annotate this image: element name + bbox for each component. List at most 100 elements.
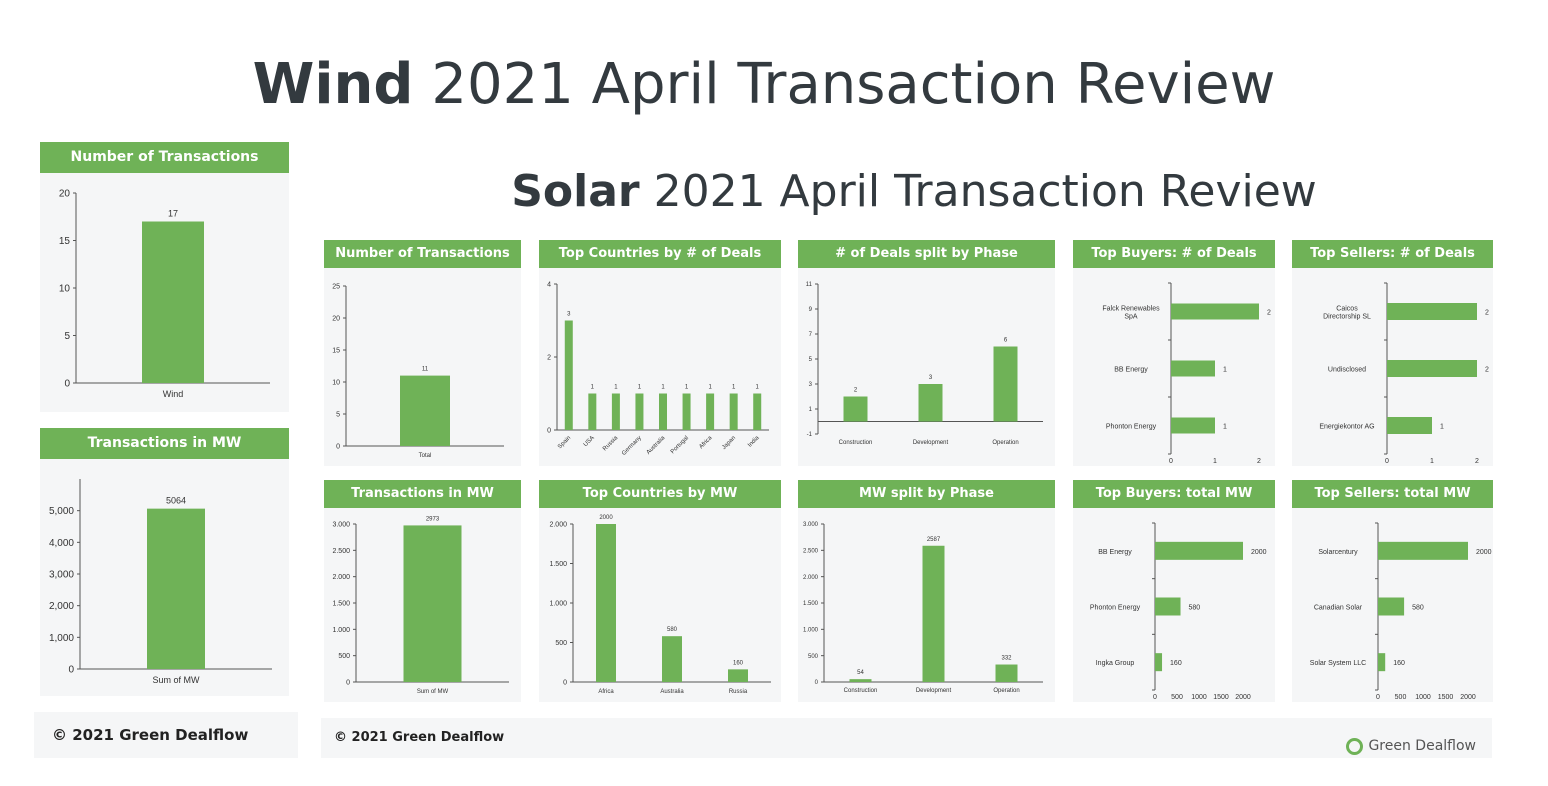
bar [611,393,620,430]
bar [728,669,748,682]
data-label: 160 [733,660,744,666]
bar [1171,303,1259,320]
y-tick-label: 2.500 [803,548,819,554]
solar-transactions-panel: Number of Transactions 0 5 10 15 20 25 11 Total [324,240,521,466]
category-label: Australia [660,689,684,695]
y-tick-label: 10 [59,284,71,295]
x-tick-label: 2 [1475,458,1479,465]
data-label: 2973 [426,516,440,522]
y-tick-label: 25 [332,283,340,290]
data-label: 3 [929,375,933,381]
solar-page-title: Solar 2021 April Transaction Review [140,166,1548,217]
x-tick-label: 0 [1153,694,1157,701]
y-tick-label: 0 [563,679,567,686]
bar [1155,597,1181,616]
bar [1387,360,1477,377]
green-dealflow-logo: Green Dealflow [1346,726,1476,766]
data-label: 54 [857,670,864,676]
bar [662,636,682,682]
category-label: Undisclosed [1328,367,1366,374]
data-label: 1 [708,385,712,391]
logo-ring-icon [1346,737,1364,755]
bar [588,393,597,430]
solar-mw-chart: 0 500 1.000 1.500 2.000 2.500 3.000 2973 Sum of … [332,516,509,695]
bar [1387,303,1477,320]
bar [596,524,616,682]
data-label: 2000 [1251,549,1267,556]
bar [659,393,667,430]
y-tick-label: 2.000 [549,521,567,528]
y-tick-label: 4,000 [49,538,74,549]
x-tick-label: 500 [1171,694,1183,701]
y-tick-label: 500 [338,653,350,660]
category-label: BB Energy [1114,367,1148,374]
category-label: Falck Renewables SpA [1102,306,1160,321]
category-label: Africa [598,689,614,695]
bar [1171,417,1215,434]
y-tick-label: 15 [59,236,71,247]
x-tick-label: 0 [1376,694,1380,701]
y-tick-label: 3 [809,382,813,388]
bar [729,393,738,430]
category-label: Development [916,688,952,694]
chart-header: Transactions in MW [324,480,521,508]
solar-buyers-deals-panel: Top Buyers: # of Deals 0 1 2 2 Falck Renewab… [1073,240,1275,466]
wind-footer: © 2021 Green Dealflow [34,712,298,758]
category-label: Ingka Group [1096,660,1135,667]
solar-sellers-mw-chart: 0 500 1000 1500 2000 2000 Solarcentury 580 Canad… [1310,522,1492,701]
solar-countries-deals-chart: 0 2 4 3 Spain 1 USA 1 Russia 1 Germany 1 Australia 1 P… [547,281,769,457]
category-label: Energiekontor AG [1319,424,1374,431]
y-tick-label: 20 [332,315,340,322]
category-label: Germany [621,435,643,457]
bar [635,393,644,430]
bar [922,545,945,682]
data-label: 1 [614,385,618,391]
category-label: Spain [557,435,572,450]
y-tick-label: 5 [336,411,340,418]
bar [1155,653,1163,672]
category-label: Russia [729,689,748,695]
solar-sellers-mw-panel: Top Sellers: total MW 0 500 1000 1500 2000 20… [1292,480,1493,702]
chart-header: Number of Transactions [40,142,289,173]
category-label: Australia [646,435,667,456]
data-label: 580 [1189,605,1201,612]
y-tick-label: 0 [547,427,551,434]
category-label: Africa [698,435,714,451]
data-label: 1 [1223,367,1227,374]
data-label: 160 [1393,660,1405,667]
category-label: Wind [163,389,184,399]
solar-buyers-mw-chart: 0 500 1000 1500 2000 2000 BB Energy 580 Phonton … [1090,522,1267,701]
category-label: Caicos Directorship SL [1323,306,1371,321]
category-label: Construction [839,440,873,446]
data-label: 17 [168,209,178,219]
solar-phase-deals-panel: # of Deals split by Phase -1 1 3 5 7 9 11 2 Cons… [798,240,1055,466]
bar [1155,541,1243,560]
wind-transactions-chart: 0 5 10 15 20 17 Wind [59,189,270,399]
x-tick-label: 1500 [1213,694,1229,701]
y-tick-label: 2.500 [332,548,350,555]
y-tick-label: 1.000 [803,627,819,633]
x-tick-label: 500 [1395,694,1407,701]
category-label: Canadian Solar [1314,605,1363,612]
bar [1387,417,1432,434]
data-label: 11 [422,367,429,373]
category-label: Phonton Energy [1106,424,1157,431]
solar-phase-deals-chart: -1 1 3 5 7 9 11 2 Construction 3 Development 6 Opera… [806,282,1043,446]
y-tick-label: 2,000 [49,601,74,612]
chart-header: # of Deals split by Phase [798,240,1055,268]
data-label: 1 [638,385,642,391]
y-tick-label: 500 [555,640,567,647]
data-label: 1 [1223,424,1227,431]
y-tick-label: 9 [809,307,813,313]
y-tick-label: 3.000 [803,522,819,528]
data-label: 1 [661,385,665,391]
data-label: 580 [1412,605,1424,612]
y-tick-label: 0 [346,679,350,686]
x-tick-label: 2 [1257,458,1261,465]
category-label: Total [419,453,432,459]
y-tick-label: 2.000 [332,574,350,581]
bar [1378,597,1405,616]
bar [918,384,943,422]
solar-phase-mw-chart: 0 500 1.000 1.500 2.000 2.500 3.000 54 Construct… [803,522,1043,694]
bar [995,664,1018,682]
